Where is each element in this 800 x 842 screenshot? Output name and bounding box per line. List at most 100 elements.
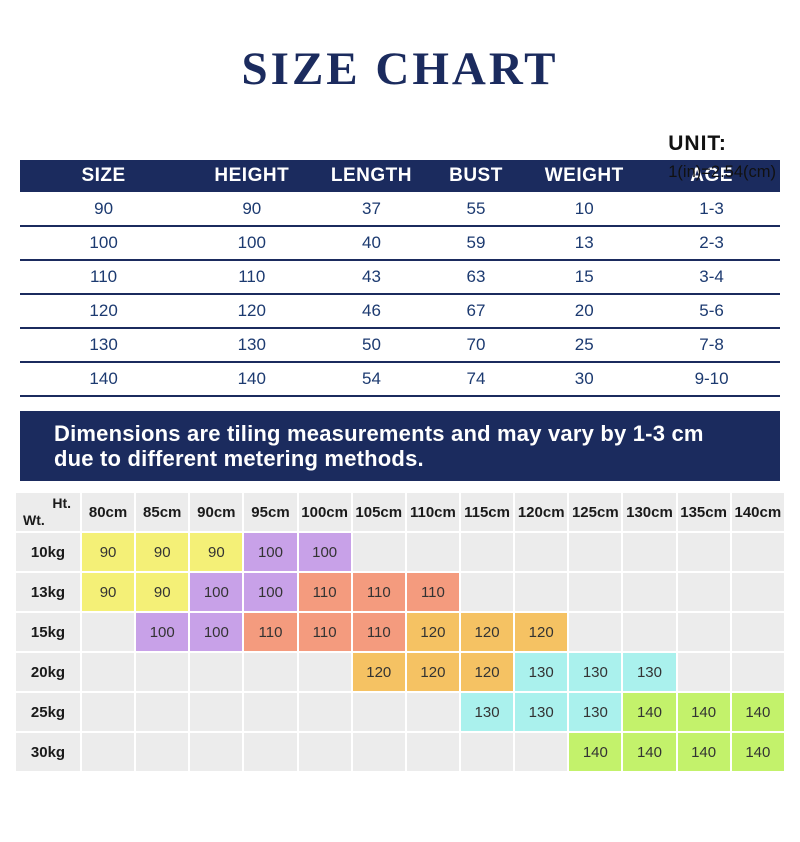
- matrix-body: 10kg 90 90 90 100 100 13kg 90 90 100 100 110 110 110 1…: [16, 533, 784, 771]
- size-table-cell: 20: [525, 294, 644, 329]
- matrix-empty-cell: [352, 693, 405, 731]
- matrix-size-cell: 110: [244, 613, 297, 651]
- matrix-size-cell: 140: [731, 693, 784, 731]
- size-table-row: 110 110 43 63 15 3-4: [20, 260, 780, 295]
- matrix-size-cell: 140: [623, 693, 676, 731]
- size-table-cell: 110: [187, 260, 317, 295]
- matrix-column-header: 125cm: [569, 493, 622, 531]
- matrix-row: 25kg 130 130 130 140 140 140: [16, 693, 784, 731]
- matrix-row-header: 30kg: [16, 733, 80, 771]
- matrix-empty-cell: [460, 733, 514, 771]
- matrix-empty-cell: [406, 533, 459, 571]
- matrix-size-cell: 100: [190, 613, 243, 651]
- matrix-size-cell: 110: [352, 613, 405, 651]
- matrix-column-header: 135cm: [677, 493, 730, 531]
- matrix-empty-cell: [623, 573, 676, 611]
- matrix-empty-cell: [244, 693, 297, 731]
- matrix-empty-cell: [731, 653, 784, 691]
- size-table-cell: 43: [316, 260, 427, 295]
- weight-axis-label: Wt.: [23, 512, 45, 528]
- size-table-cell: 90: [187, 192, 317, 227]
- size-table-cell: 100: [187, 226, 317, 261]
- matrix-size-cell: 130: [623, 653, 676, 691]
- size-table-cell: 74: [426, 362, 526, 397]
- matrix-empty-cell: [190, 653, 243, 691]
- notice-line-1: Dimensions are tiling measurements and m…: [54, 421, 704, 446]
- matrix-size-cell: 90: [136, 573, 189, 611]
- matrix-column-header: 95cm: [244, 493, 297, 531]
- matrix-row-header: 15kg: [16, 613, 80, 651]
- matrix-corner-cell: Ht. Wt.: [16, 493, 80, 531]
- matrix-column-header: 110cm: [406, 493, 459, 531]
- notice-banner: Dimensions are tiling measurements and m…: [20, 411, 780, 481]
- height-axis-label: Ht.: [52, 495, 71, 511]
- size-table-cell: 120: [187, 294, 317, 329]
- matrix-empty-cell: [298, 733, 351, 771]
- matrix-size-cell: 90: [136, 533, 189, 571]
- matrix-size-cell: 90: [190, 533, 243, 571]
- matrix-size-cell: 130: [460, 693, 514, 731]
- size-table-row: 120 120 46 67 20 5-6: [20, 294, 780, 329]
- size-column-header: SIZE: [20, 160, 188, 192]
- size-table-cell: 7-8: [643, 328, 780, 363]
- matrix-empty-cell: [298, 653, 351, 691]
- matrix-empty-cell: [623, 613, 676, 651]
- matrix-size-cell: 90: [82, 533, 135, 571]
- matrix-size-cell: 100: [244, 573, 297, 611]
- matrix-empty-cell: [515, 573, 568, 611]
- size-table-cell: 90: [20, 192, 188, 227]
- matrix-row-header: 25kg: [16, 693, 80, 731]
- size-table-cell: 37: [316, 192, 427, 227]
- matrix-size-cell: 120: [460, 653, 514, 691]
- matrix-column-header: 100cm: [298, 493, 351, 531]
- matrix-empty-cell: [406, 733, 459, 771]
- size-column-header: BUST: [426, 160, 526, 192]
- size-table-cell: 54: [316, 362, 427, 397]
- matrix-size-cell: 100: [244, 533, 297, 571]
- size-table-cell: 3-4: [643, 260, 780, 295]
- matrix-row: 20kg 120 120 120 130 130 130: [16, 653, 784, 691]
- matrix-header-row: Ht. Wt. 80cm 85cm 90cm 95cm 100cm 105cm 110cm 1…: [16, 493, 784, 531]
- matrix-size-cell: 130: [515, 653, 568, 691]
- size-table-cell: 25: [525, 328, 644, 363]
- size-table-cell: 130: [20, 328, 188, 363]
- matrix-size-cell: 140: [623, 733, 676, 771]
- matrix-row: 15kg 100 100 110 110 110 120 120 120: [16, 613, 784, 651]
- matrix-size-cell: 140: [569, 733, 622, 771]
- matrix-size-cell: 110: [298, 573, 351, 611]
- size-table-cell: 10: [525, 192, 644, 227]
- matrix-column-header: 120cm: [515, 493, 568, 531]
- matrix-empty-cell: [569, 613, 622, 651]
- matrix-size-cell: 120: [406, 613, 459, 651]
- matrix-empty-cell: [352, 733, 405, 771]
- matrix-size-cell: 100: [298, 533, 351, 571]
- size-table-cell: 1-3: [643, 192, 780, 227]
- size-table-row: 100 100 40 59 13 2-3: [20, 226, 780, 261]
- matrix-empty-cell: [190, 733, 243, 771]
- matrix-row-header: 20kg: [16, 653, 80, 691]
- matrix-size-cell: 90: [82, 573, 135, 611]
- matrix-row-header: 10kg: [16, 533, 80, 571]
- matrix-size-cell: 120: [515, 613, 568, 651]
- matrix-empty-cell: [406, 693, 459, 731]
- size-table-cell: 63: [426, 260, 526, 295]
- size-table-cell: 140: [187, 362, 317, 397]
- matrix-row: 10kg 90 90 90 100 100: [16, 533, 784, 571]
- size-table-cell: 100: [20, 226, 188, 261]
- size-table-cell: 67: [426, 294, 526, 329]
- size-table-cell: 9-10: [643, 362, 780, 397]
- matrix-empty-cell: [298, 693, 351, 731]
- matrix-size-cell: 110: [298, 613, 351, 651]
- height-weight-size-matrix: Ht. Wt. 80cm 85cm 90cm 95cm 100cm 105cm 110cm 1…: [14, 491, 786, 773]
- matrix-empty-cell: [623, 533, 676, 571]
- matrix-column-header: 115cm: [460, 493, 514, 531]
- size-table-cell: 140: [20, 362, 188, 397]
- size-table-cell: 15: [525, 260, 644, 295]
- matrix-empty-cell: [677, 533, 730, 571]
- size-column-header: WEIGHT: [525, 160, 644, 192]
- matrix-size-cell: 130: [569, 693, 622, 731]
- size-table-cell: 46: [316, 294, 427, 329]
- matrix-size-cell: 110: [352, 573, 405, 611]
- size-table-cell: 55: [426, 192, 526, 227]
- matrix-empty-cell: [731, 613, 784, 651]
